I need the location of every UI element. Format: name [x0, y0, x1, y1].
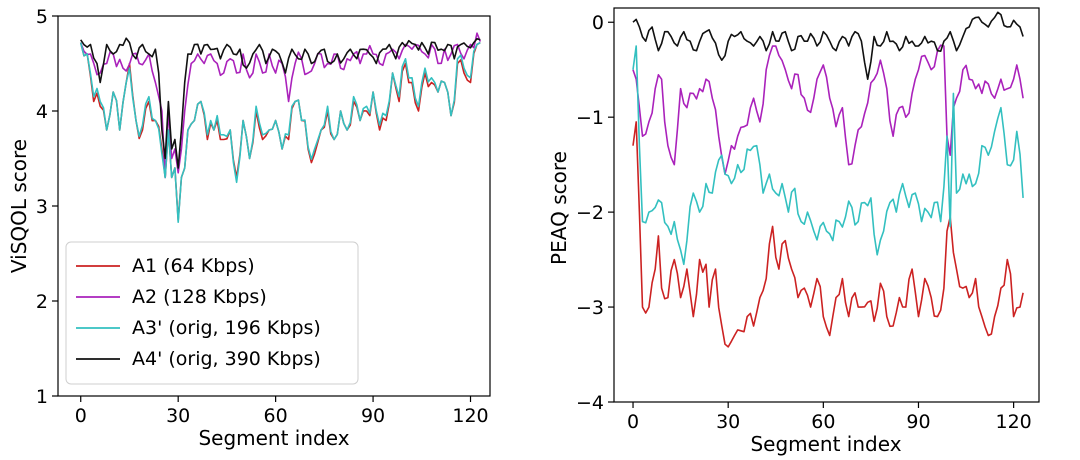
visqol-ytick-label: 3: [36, 196, 48, 218]
visqol-line-3: [79, 41, 481, 223]
visqol-series-lines: [79, 32, 482, 223]
peaq-line-4: [632, 11, 1024, 80]
peaq-ytick-label: −2: [576, 202, 604, 224]
panel-peaq: 0 30 60 90 120 −4 −3 −2 −1 0 Segment index PEAQ s…: [547, 7, 1040, 456]
visqol-ytick-label: 5: [36, 6, 48, 28]
visqol-xtick-label: 120: [452, 405, 488, 427]
legend: A1 (64 Kbps) A2 (128 Kbps) A3' (orig, 19…: [65, 241, 359, 385]
legend-box: [65, 241, 359, 385]
peaq-xtick-label: 90: [906, 411, 930, 433]
legend-label-a3: A3' (orig, 196 Kbps): [132, 317, 321, 339]
peaq-line-2: [632, 44, 1024, 175]
legend-label-a2: A2 (128 Kbps): [132, 286, 267, 308]
visqol-ticks: 0 30 60 90 120 1 2 3 4 5: [36, 6, 489, 427]
peaq-line-3: [632, 45, 1024, 266]
peaq-ytick-label: −4: [576, 392, 604, 414]
visqol-xtick-label: 60: [264, 405, 288, 427]
visqol-ytick-label: 4: [36, 101, 48, 123]
peaq-ytick-label: 0: [592, 12, 604, 34]
legend-label-a4: A4' (orig, 390 Kbps): [132, 348, 321, 370]
peaq-xtick-label: 0: [627, 411, 639, 433]
peaq-series-lines: [632, 11, 1024, 348]
visqol-ylabel: ViSQOL score: [7, 139, 31, 273]
peaq-ytick-label: −3: [576, 297, 604, 319]
visqol-xlabel: Segment index: [198, 426, 349, 450]
visqol-xtick-label: 90: [361, 405, 385, 427]
visqol-line-2: [79, 32, 482, 179]
visqol-xtick-label: 0: [75, 405, 87, 427]
visqol-xtick-label: 30: [166, 405, 190, 427]
peaq-xtick-label: 30: [716, 411, 740, 433]
peaq-ylabel: PEAQ score: [547, 151, 571, 265]
peaq-plot-frame: [613, 7, 1040, 403]
peaq-ytick-label: −1: [576, 107, 604, 129]
panel-visqol: 0 30 60 90 120 1 2 3 4 5 Segment index ViSQOL sco…: [7, 6, 491, 450]
visqol-ytick-label: 2: [36, 291, 48, 313]
peaq-xtick-label: 120: [995, 411, 1031, 433]
peaq-ticks: 0 30 60 90 120 −4 −3 −2 −1 0: [576, 12, 1032, 433]
peaq-xlabel: Segment index: [750, 432, 901, 456]
legend-label-a1: A1 (64 Kbps): [132, 255, 255, 277]
visqol-line-4: [80, 37, 481, 169]
visqol-ytick-label: 1: [36, 386, 48, 408]
peaq-xtick-label: 60: [811, 411, 835, 433]
peaq-line-1: [632, 121, 1024, 348]
